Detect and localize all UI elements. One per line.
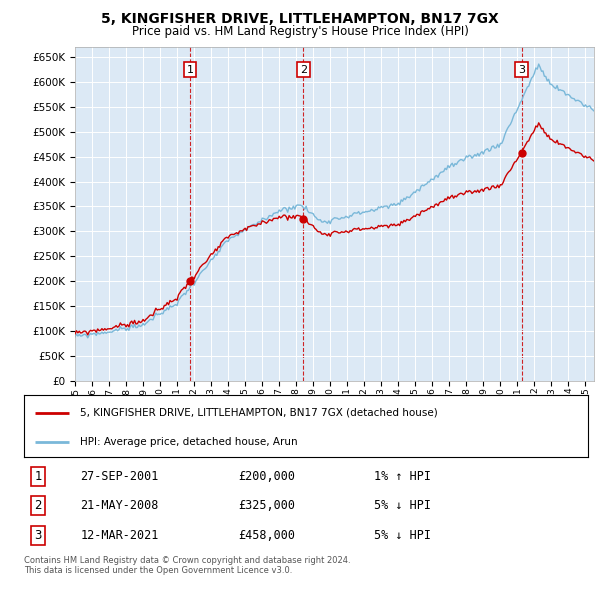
Text: £200,000: £200,000 [238, 470, 295, 483]
Text: 21-MAY-2008: 21-MAY-2008 [80, 499, 159, 513]
Text: 27-SEP-2001: 27-SEP-2001 [80, 470, 159, 483]
Text: 1% ↑ HPI: 1% ↑ HPI [374, 470, 431, 483]
Text: 1: 1 [34, 470, 42, 483]
Text: 5, KINGFISHER DRIVE, LITTLEHAMPTON, BN17 7GX: 5, KINGFISHER DRIVE, LITTLEHAMPTON, BN17… [101, 12, 499, 26]
Text: HPI: Average price, detached house, Arun: HPI: Average price, detached house, Arun [80, 437, 298, 447]
Text: Price paid vs. HM Land Registry's House Price Index (HPI): Price paid vs. HM Land Registry's House … [131, 25, 469, 38]
Text: 1: 1 [187, 64, 193, 74]
Text: Contains HM Land Registry data © Crown copyright and database right 2024.
This d: Contains HM Land Registry data © Crown c… [24, 556, 350, 575]
Text: £458,000: £458,000 [238, 529, 295, 542]
Text: 3: 3 [518, 64, 525, 74]
Text: 2: 2 [300, 64, 307, 74]
Text: 5% ↓ HPI: 5% ↓ HPI [374, 529, 431, 542]
Text: £325,000: £325,000 [238, 499, 295, 513]
Text: 2: 2 [34, 499, 42, 513]
Text: 3: 3 [34, 529, 42, 542]
Text: 5, KINGFISHER DRIVE, LITTLEHAMPTON, BN17 7GX (detached house): 5, KINGFISHER DRIVE, LITTLEHAMPTON, BN17… [80, 408, 438, 418]
Text: 5% ↓ HPI: 5% ↓ HPI [374, 499, 431, 513]
Text: 12-MAR-2021: 12-MAR-2021 [80, 529, 159, 542]
